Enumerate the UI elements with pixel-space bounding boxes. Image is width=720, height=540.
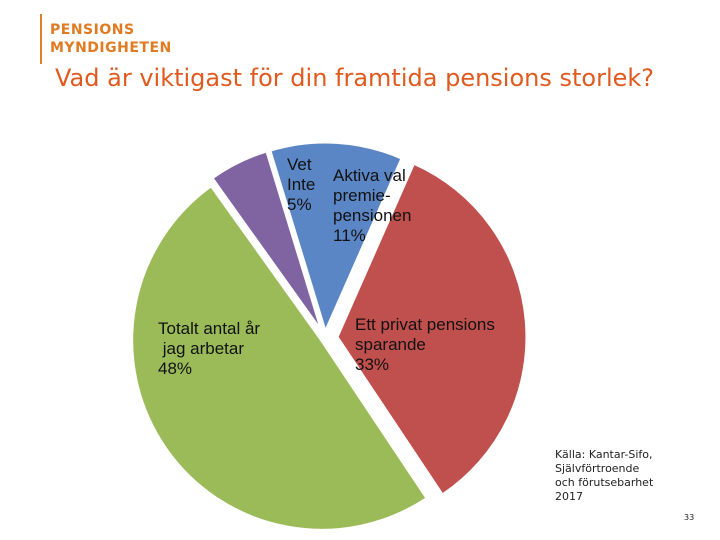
source-line-3: och förutsebarhet (555, 476, 654, 489)
pie-labels: Aktiva val premie-pensionen 11% Ett privat … (158, 155, 495, 378)
pie-label-2: Totalt antal år jag arbetar 48% (158, 319, 260, 378)
source-line-1: Källa: Kantar-Sifo, (555, 448, 653, 461)
pie-slice-2 (130, 183, 430, 532)
pie-slices (130, 140, 529, 532)
pie-slice-0 (267, 140, 405, 337)
logo-line-1: PENSIONS (50, 22, 135, 38)
pie-label-3: Vet Inte 5% (287, 155, 315, 214)
source-line-2: Självförtroende (555, 462, 640, 475)
logo-line-2: MYNDIGHETEN (50, 40, 172, 56)
logo-bar (40, 14, 42, 64)
source-line-4: 2017 (555, 490, 583, 503)
pie-label-1: Ett privat pensions sparande 33% (355, 315, 495, 374)
pie-slice-1 (335, 161, 529, 498)
source-note: Källa: Kantar-Sifo, Självförtroende och … (555, 448, 705, 504)
page-number: 33 (684, 513, 695, 522)
pie-slice-3 (209, 149, 324, 334)
page-title: Vad är viktigast för din framtida pensio… (55, 64, 655, 92)
pie-label-0: Aktiva val premie-pensionen 11% (333, 166, 411, 245)
